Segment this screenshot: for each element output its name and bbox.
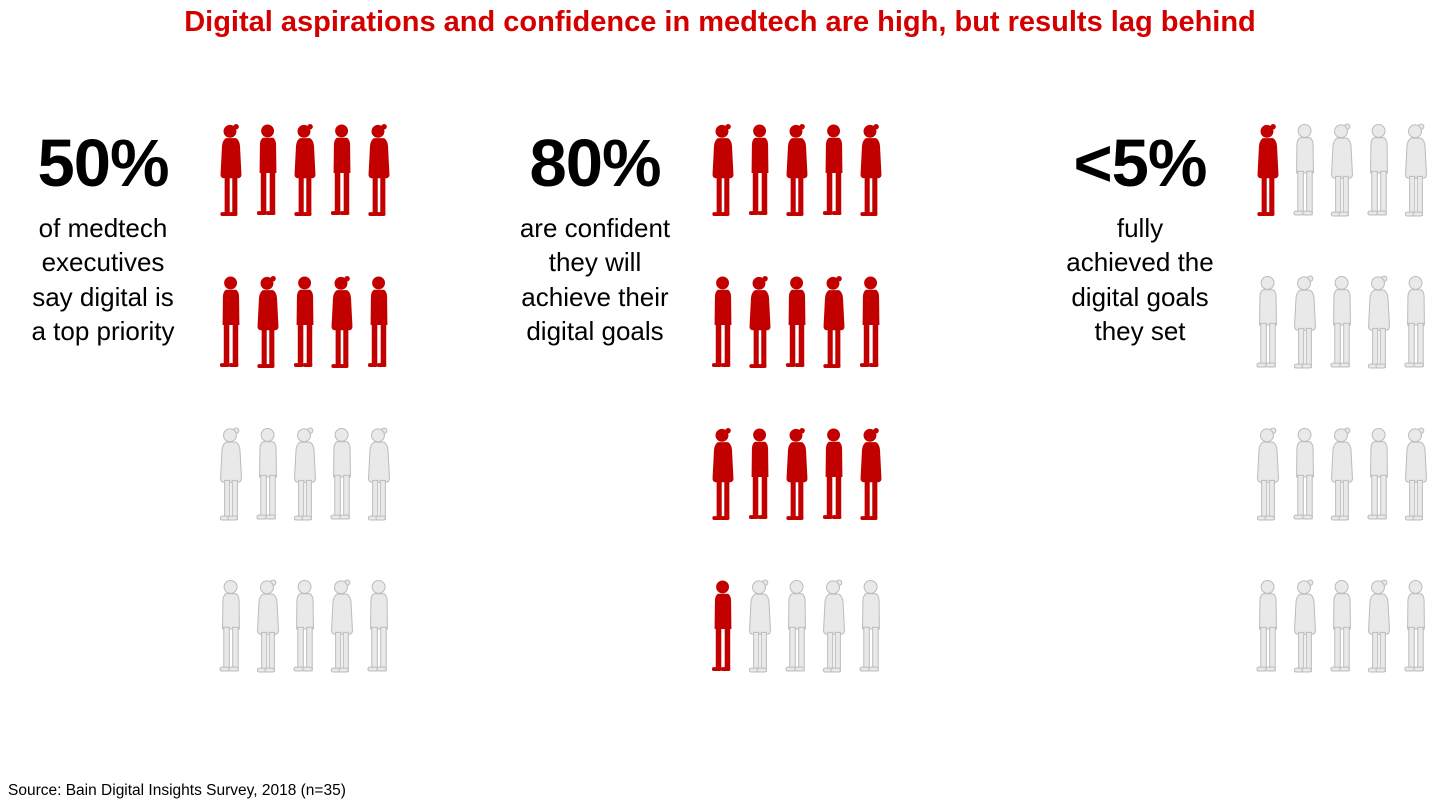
person-icon [251, 110, 285, 236]
stat-value: 80% [529, 126, 661, 201]
person-icon [780, 414, 814, 540]
person-icon [817, 262, 851, 388]
person-icon [288, 262, 322, 388]
person-icon [1362, 110, 1396, 236]
stat-label-line: they set [1094, 315, 1186, 346]
stat-label-line: are confident [519, 213, 671, 243]
person-icon [1399, 414, 1433, 540]
person-icon [780, 262, 814, 388]
person-icon [214, 110, 248, 236]
pictogram-grid [1251, 110, 1433, 692]
person-icon [1325, 414, 1359, 540]
person-icon [743, 414, 777, 540]
person-icon [325, 262, 359, 388]
person-icon [854, 262, 888, 388]
stat-value: 50% [37, 126, 169, 201]
person-icon [1251, 262, 1285, 388]
person-icon [325, 414, 359, 540]
person-icon [1251, 566, 1285, 692]
person-icon [288, 110, 322, 236]
person-icon [251, 414, 285, 540]
person-icon [1251, 110, 1285, 236]
person-icon [362, 262, 396, 388]
person-icon [780, 110, 814, 236]
person-icon [743, 110, 777, 236]
stat-label: of medtech executives say digital is a t… [8, 211, 198, 348]
stat-label-line: digital goals [1071, 281, 1209, 312]
person-icon [1325, 566, 1359, 692]
person-icon [1325, 262, 1359, 388]
person-icon [362, 110, 396, 236]
person-icon [854, 566, 888, 692]
stat-label-line: they will [548, 247, 642, 278]
person-icon [706, 414, 740, 540]
person-icon [1362, 262, 1396, 388]
stat-block: 80% are confident they will achieve thei… [500, 110, 690, 348]
stat-block: 50% of medtech executives say digital is… [8, 110, 198, 348]
person-icon [214, 262, 248, 388]
slide-title: Digital aspirations and confidence in me… [184, 6, 1256, 38]
person-icon [325, 110, 359, 236]
person-icon [706, 262, 740, 388]
person-icon [817, 566, 851, 692]
person-icon [1288, 110, 1322, 236]
person-icon [362, 566, 396, 692]
stat-label-line: fully [1116, 213, 1164, 243]
person-icon [1251, 414, 1285, 540]
stat-label: fully achieved the digital goals they se… [1045, 211, 1235, 348]
stat-label: are confident they will achieve their di… [500, 211, 690, 348]
stat-label-line: achieve their [521, 281, 669, 312]
panel-achievement: <5% fully achieved the digital goals the… [1045, 110, 1433, 692]
stat-block: <5% fully achieved the digital goals the… [1045, 110, 1235, 348]
stat-value: <5% [1073, 126, 1208, 201]
stat-label-line: say digital is [32, 281, 174, 312]
person-icon [1288, 566, 1322, 692]
person-icon [817, 110, 851, 236]
person-icon [854, 414, 888, 540]
pictogram-grid [706, 110, 888, 692]
person-icon [288, 414, 322, 540]
person-icon [1288, 414, 1322, 540]
person-icon [743, 566, 777, 692]
stat-label-line: of medtech [38, 213, 168, 243]
person-icon [706, 566, 740, 692]
source-note: Source: Bain Digital Insights Survey, 20… [8, 782, 346, 799]
person-icon [325, 566, 359, 692]
person-icon [743, 262, 777, 388]
person-icon [1362, 566, 1396, 692]
person-icon [1288, 262, 1322, 388]
person-icon [214, 566, 248, 692]
person-icon [1399, 262, 1433, 388]
stat-label-line: achieved the [1066, 247, 1214, 278]
person-icon [1325, 110, 1359, 236]
panel-top-priority: 50% of medtech executives say digital is… [8, 110, 396, 692]
person-icon [1362, 414, 1396, 540]
stat-label-line: a top priority [31, 315, 175, 346]
person-icon [251, 262, 285, 388]
person-icon [362, 414, 396, 540]
person-icon [854, 110, 888, 236]
person-icon [817, 414, 851, 540]
panel-confidence: 80% are confident they will achieve thei… [500, 110, 888, 692]
person-icon [1399, 566, 1433, 692]
stat-label-line: executives [41, 247, 165, 278]
person-icon [214, 414, 248, 540]
person-icon [780, 566, 814, 692]
pictogram-grid [214, 110, 396, 692]
stat-label-line: digital goals [526, 315, 664, 346]
person-icon [251, 566, 285, 692]
person-icon [706, 110, 740, 236]
person-icon [288, 566, 322, 692]
person-icon [1399, 110, 1433, 236]
